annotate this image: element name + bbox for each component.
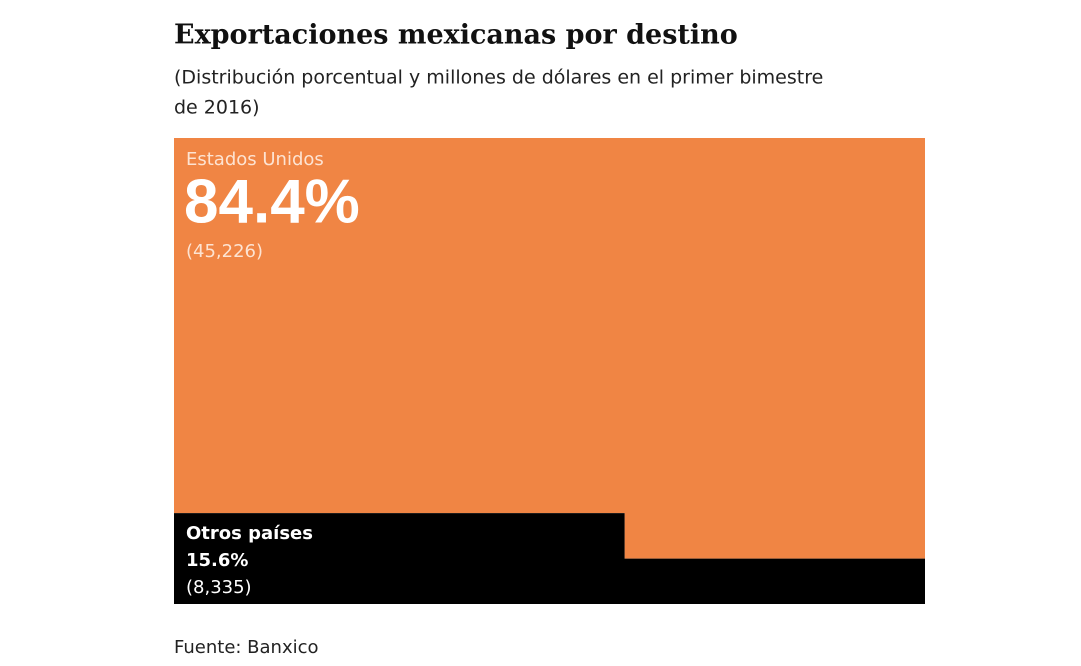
amount-label: (8,335) bbox=[186, 577, 252, 598]
value-label: 84.4% bbox=[184, 167, 360, 236]
category-label: Otros países bbox=[186, 523, 313, 544]
area-block bbox=[174, 138, 925, 559]
chart-title: Exportaciones mexicanas por destino bbox=[174, 20, 738, 51]
source: Fuente: Banxico bbox=[174, 637, 319, 658]
area-block bbox=[174, 513, 925, 604]
category-label: Estados Unidos bbox=[186, 149, 324, 170]
chart-subtitle: (Distribución porcentual y millones de d… bbox=[174, 67, 823, 89]
value-label: 15.6% bbox=[186, 550, 248, 571]
chart-subtitle: de 2016) bbox=[174, 97, 260, 119]
amount-label: (45,226) bbox=[186, 241, 263, 262]
